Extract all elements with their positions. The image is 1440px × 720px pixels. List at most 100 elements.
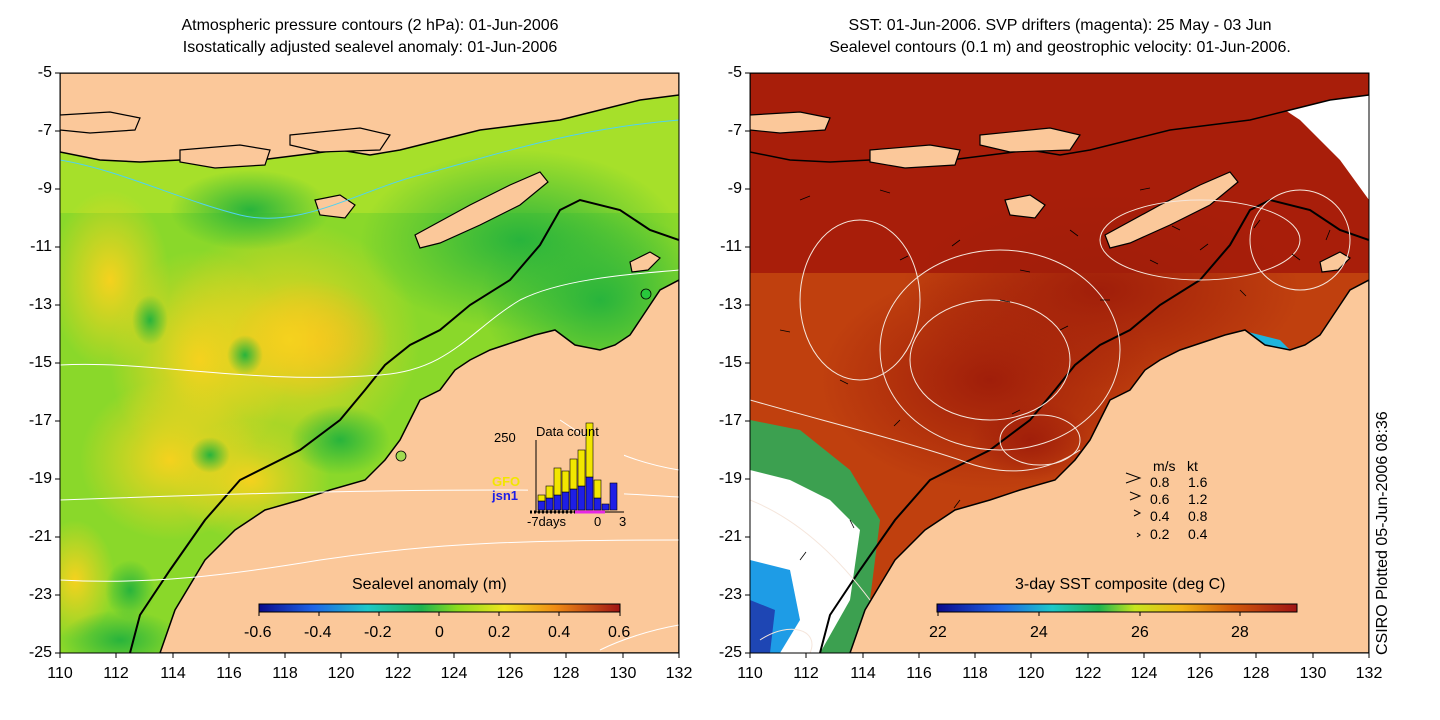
inset-bar-jsn1 — [569, 488, 578, 511]
x-tick: 130 — [1299, 665, 1327, 682]
y-tick: -23 — [28, 586, 52, 603]
velocity-legend-kt: 0.4 — [1188, 526, 1208, 542]
y-tick: -11 — [30, 238, 52, 255]
inset-bar-jsn1 — [609, 482, 618, 511]
y-tick: -23 — [718, 586, 742, 603]
inset-bars — [537, 422, 618, 511]
y-tick: -11 — [720, 238, 742, 255]
velocity-arrows — [779, 187, 1331, 561]
velocity-legend-kt: 1.6 — [1188, 474, 1208, 490]
sst-map — [750, 73, 1369, 653]
y-tick: -7 — [727, 122, 742, 139]
inset-bar-jsn1 — [585, 476, 594, 511]
sla-colorbar — [258, 603, 621, 613]
x-tick: 120 — [327, 665, 355, 682]
y-tick: -7 — [37, 122, 52, 139]
velocity-legend-ms: 0.6 — [1150, 491, 1170, 507]
inset-sat-gfo: GFO — [492, 474, 521, 489]
inset-bar-gfo — [577, 449, 586, 487]
x-tick: 112 — [793, 665, 819, 682]
x-tick: 132 — [1355, 665, 1383, 682]
inset-bar-gfo — [569, 458, 578, 490]
sla-colorbar-tick: 0.6 — [608, 624, 631, 641]
inset-bar-jsn1 — [601, 503, 610, 511]
x-tick: 132 — [665, 665, 693, 682]
right-title-line1: SST: 01-Jun-2006. SVP drifters (magenta)… — [848, 17, 1272, 34]
inset-bar-jsn1 — [561, 491, 570, 511]
y-tick: -15 — [28, 354, 52, 371]
y-tick: -5 — [37, 64, 52, 81]
sla-colorbar-tick: 0.2 — [488, 624, 511, 641]
x-tick: 122 — [384, 665, 412, 682]
sst-colorbar-tick: 24 — [1030, 624, 1048, 641]
inset-x-tick: -7days — [527, 514, 567, 529]
inset-bar-gfo — [553, 467, 562, 496]
inset-x-tick: 3 — [619, 514, 627, 529]
right-panel-title: SST: 01-Jun-2006. SVP drifters (magenta)… — [750, 15, 1370, 59]
x-tick: 126 — [1186, 665, 1214, 682]
inset-bar-jsn1 — [545, 497, 554, 511]
inset-bar-gfo — [561, 470, 570, 493]
inset-sat-jsn1: jsn1 — [492, 488, 519, 503]
velocity-legend-arrows — [1125, 472, 1142, 538]
x-tick: 116 — [906, 665, 932, 682]
sla-colorbar-tick: -0.4 — [304, 624, 332, 641]
x-tick: 128 — [1242, 665, 1270, 682]
sla-colorbar-tick: 0 — [435, 624, 444, 641]
inset-bar-gfo — [593, 479, 602, 499]
left-panel-title: Atmospheric pressure contours (2 hPa): 0… — [60, 15, 680, 59]
data-count-inset — [528, 422, 624, 514]
velocity-legend-ms: 0.8 — [1150, 474, 1170, 490]
right-title-line2: Sealevel contours (0.1 m) and geostrophi… — [829, 39, 1291, 56]
inset-bar-jsn1 — [537, 500, 546, 511]
y-tick: -17 — [718, 412, 742, 429]
plot-credit: CSIRO Plotted 05-Jun-2006 08:36 — [1374, 411, 1391, 655]
y-tick: -19 — [718, 470, 742, 487]
x-tick: 130 — [609, 665, 637, 682]
sst-colorbar-tick: 28 — [1231, 624, 1249, 641]
x-tick: 124 — [1130, 665, 1158, 682]
velocity-legend-kt: 0.8 — [1188, 508, 1208, 524]
sst-colorbar-tick: 26 — [1131, 624, 1149, 641]
x-tick: 118 — [962, 665, 988, 682]
left-title-line2: Isostatically adjusted sealevel anomaly:… — [182, 39, 558, 56]
inset-bar-jsn1 — [593, 497, 602, 511]
y-tick: -5 — [727, 64, 742, 81]
sla-colorbar-tick: -0.6 — [244, 624, 272, 641]
inset-bar-jsn1 — [577, 485, 586, 511]
axis-ticks — [55, 72, 1370, 658]
x-tick: 110 — [47, 665, 73, 682]
y-tick: -17 — [28, 412, 52, 429]
sla-colorbar-tick: 0.4 — [548, 624, 571, 641]
y-tick: -9 — [727, 180, 742, 197]
x-tick: 116 — [216, 665, 242, 682]
x-tick: 126 — [496, 665, 524, 682]
velocity-legend-header-kt: kt — [1187, 458, 1198, 474]
inset-title: Data count — [536, 424, 599, 439]
x-tick: 110 — [737, 665, 763, 682]
y-tick: -13 — [28, 296, 52, 313]
x-tick: 120 — [1017, 665, 1045, 682]
sst-colorbar — [936, 603, 1298, 613]
inset-bar-gfo — [537, 494, 546, 502]
left-title-line1: Atmospheric pressure contours (2 hPa): 0… — [181, 17, 559, 34]
velocity-legend-ms: 0.4 — [1150, 508, 1170, 524]
velocity-legend-header-ms: m/s — [1153, 458, 1176, 474]
y-tick: -13 — [718, 296, 742, 313]
y-tick: -25 — [28, 644, 52, 661]
velocity-legend-kt: 1.2 — [1188, 491, 1208, 507]
sealevel-anomaly-map — [60, 73, 679, 653]
inset-bar-gfo — [545, 485, 554, 499]
velocity-legend-ms: 0.2 — [1150, 526, 1170, 542]
y-tick: -25 — [718, 644, 742, 661]
y-tick: -21 — [718, 528, 742, 545]
sst-colorbar-title: 3-day SST composite (deg C) — [1015, 576, 1226, 593]
x-tick: 124 — [440, 665, 468, 682]
sla-colorbar-tick: -0.2 — [364, 624, 392, 641]
y-tick: -21 — [28, 528, 52, 545]
x-tick: 118 — [272, 665, 298, 682]
y-tick: -9 — [37, 180, 52, 197]
x-tick: 114 — [160, 665, 186, 682]
sla-colorbar-title: Sealevel anomaly (m) — [352, 576, 507, 593]
